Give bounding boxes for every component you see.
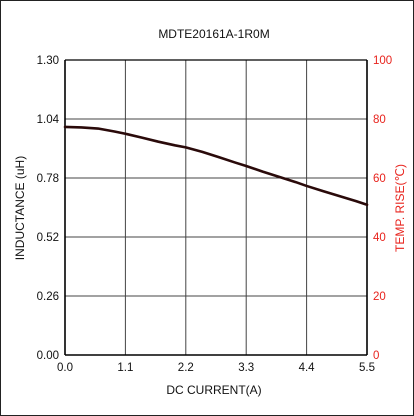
y2-tick-label: 60 bbox=[373, 173, 386, 185]
y-tick-label: 0.78 bbox=[37, 173, 59, 185]
y-tick-label: 0.52 bbox=[37, 232, 59, 244]
x-tick-label: 5.5 bbox=[359, 362, 375, 374]
chart-title: MDTE20161A-1R0M bbox=[158, 27, 269, 41]
y-tick-label: 1.30 bbox=[37, 55, 59, 67]
x-tick-label: 2.2 bbox=[178, 362, 194, 374]
grid-layer bbox=[64, 59, 368, 356]
x-tick-label: 1.1 bbox=[117, 362, 133, 374]
tick-labels: 0.0 1.1 2.2 3.3 4.4 5.5 0.00 0.26 0.52 0.78 1.04 1.… bbox=[37, 55, 393, 374]
y2-tick-label: 20 bbox=[373, 291, 386, 303]
x-tick-label: 4.4 bbox=[299, 362, 316, 374]
y2-tick-label: 40 bbox=[373, 232, 386, 244]
y2-tick-label: 100 bbox=[373, 55, 392, 67]
y2-tick-label: 80 bbox=[373, 114, 386, 126]
y-tick-label: 1.04 bbox=[37, 114, 60, 126]
inductance-curve bbox=[63, 125, 369, 207]
x-axis-title: DC CURRENT(A) bbox=[166, 383, 261, 397]
y2-axis-title: TEMP. RISE(℃) bbox=[393, 164, 407, 252]
x-tick-label: 0.0 bbox=[57, 362, 73, 374]
y-tick-label: 0.00 bbox=[37, 350, 59, 362]
y-tick-label: 0.26 bbox=[37, 291, 59, 303]
y-axis-title: INDUCTANCE (uH) bbox=[13, 156, 27, 260]
y2-tick-label: 0 bbox=[373, 350, 379, 362]
x-tick-label: 3.3 bbox=[238, 362, 254, 374]
